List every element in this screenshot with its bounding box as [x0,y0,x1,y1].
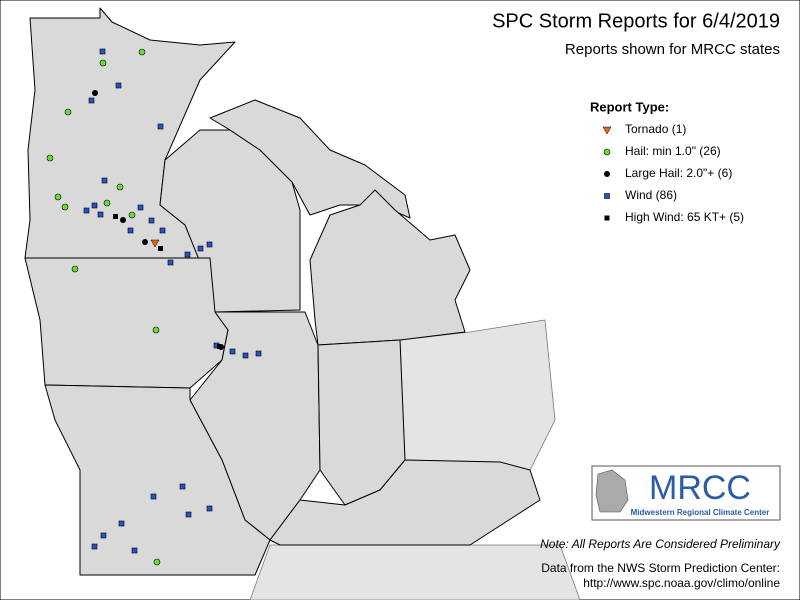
wind-report [229,348,236,355]
tornado-report [150,239,160,248]
legend-title: Report Type: [590,99,669,114]
wind-report [242,352,249,359]
hail-report [61,203,69,211]
large-hail-report [120,217,126,223]
hail-report [152,326,160,334]
high-wind-report [113,214,118,219]
note: Note: All Reports Are Considered Prelimi… [540,537,781,551]
legend-label: Tornado (1) [625,122,686,136]
wind-report [206,241,213,248]
high-wind-report [158,246,163,251]
legend-symbol [604,215,610,221]
wind-report [88,97,95,104]
logo-name: MRCC [649,469,751,507]
high-wind-report [217,344,222,349]
wind-report [179,483,186,490]
reports [46,48,262,566]
kentucky [269,459,541,546]
wind-report [99,48,106,55]
hail-report [116,183,124,191]
wind-report [83,207,90,214]
logo-full-name: Midwestern Regional Climate Center [631,508,770,517]
hail-report [153,558,161,566]
wind-report [127,227,134,234]
wind-report [184,251,191,258]
title: SPC Storm Reports for 6/4/2019 [492,10,780,32]
tennessee [249,544,581,600]
legend-label: Hail: min 1.0" (26) [625,144,721,158]
legend-label: High Wind: 65 KT+ (5) [625,210,744,224]
wind-report [255,350,262,357]
iowa [24,257,229,389]
legend-label: Large Hail: 2.0"+ (6) [625,166,732,180]
large-hail-report [142,239,148,245]
legend-symbol [603,148,611,156]
legend-symbol [604,171,610,177]
wind-report [167,259,174,266]
wind-report [100,532,107,539]
wind-report [97,211,104,218]
wind-report [185,511,192,518]
legend-symbol [602,126,612,135]
source-line: Data from the NWS Storm Prediction Cente… [541,561,780,575]
logo: MRCC Midwestern Regional Climate Center [591,465,781,521]
source-line: http://www.spc.noaa.gov/climo/online [583,576,780,590]
hail-report [103,199,111,207]
wind-report [101,177,108,184]
hail-report [64,108,72,116]
wind-report [157,123,164,130]
hail-report [128,211,136,219]
hail-report [54,193,62,201]
wind-report [115,82,122,89]
hail-report [71,265,79,273]
wind-report [206,505,213,512]
wind-report [197,245,204,252]
legend-label: Wind (86) [625,188,677,202]
logo-icon [595,469,629,513]
large-hail-report [92,90,98,96]
states [24,7,581,600]
wind-report [159,227,166,234]
wind-report [131,547,138,554]
subtitle: Reports shown for MRCC states [565,41,780,58]
legend-symbol [604,193,610,199]
wind-report [91,202,98,209]
michigan-lp [309,189,471,346]
wind-report [118,520,125,527]
wind-report [91,543,98,550]
legend: Report Type: Tornado (1) Hail: min 1.0" … [590,99,744,224]
wind-report [150,493,157,500]
wind-report [137,204,144,211]
hail-report [46,154,54,162]
hail-report [138,48,146,56]
wind-report [148,217,155,224]
hail-report [99,59,107,67]
ohio [399,319,556,471]
